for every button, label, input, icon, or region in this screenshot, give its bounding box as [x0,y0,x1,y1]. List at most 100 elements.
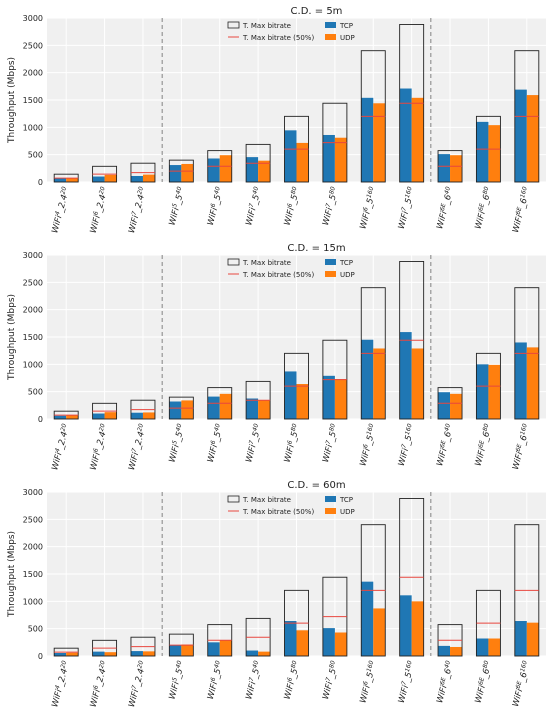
tcp-bar [92,651,105,656]
x-tick-label: WiFi6E_6160 [510,423,533,471]
y-tick-label: 3000 [23,251,43,260]
x-tick-label: WiFi6_540 [205,423,226,464]
x-tick-label-part: 160 [366,660,376,673]
tcp-bar [284,621,297,656]
x-tick-label-part: 40 [213,660,222,669]
x-tick-label-part: WiFi [283,206,297,227]
x-tick-label-part: 40 [175,423,184,432]
x-tick-label-part: 6 [362,680,370,686]
chart-title: C.D. = 15m [287,243,345,254]
x-tick-label: WiFi7_580 [320,423,341,464]
x-tick-label-part: WiFi [358,684,372,705]
x-tick-label: WiFi4_2.420 [49,423,72,472]
x-tick-label: WiFi6_580 [282,660,303,701]
x-tick-label-part: WiFi [167,206,181,227]
x-tick-label-part: WiFi [435,210,449,231]
y-tick-label: 2500 [23,278,43,287]
tcp-bar [361,581,374,656]
x-tick-label: WiFi7_540 [243,660,264,701]
tcp-bar [438,154,451,182]
tcp-bar [130,651,143,656]
y-tick-label: 1500 [23,570,43,579]
x-tick-label: WiFi5_540 [166,423,187,464]
x-tick-label-part: 40 [213,423,222,432]
x-tick-label: WiFi6E_680 [473,186,495,231]
y-tick-label: 0 [38,652,43,661]
x-tick-label: WiFi6_2.420 [88,423,111,472]
x-tick-label: WiFi6_580 [282,423,303,464]
x-tick-label-part: _2.4 [132,431,147,452]
tcp-bar [399,332,412,419]
x-tick-label: WiFi6_580 [282,186,303,227]
x-tick-label-part: _6 [442,193,455,206]
y-tick-label: 3000 [23,14,43,23]
tcp-bar [92,176,105,182]
tcp-bar [361,97,374,182]
x-tick-label-part: 40 [175,186,184,195]
x-tick-label-part: 80 [482,660,491,669]
udp-bar [526,347,539,419]
y-tick-label: 1000 [23,123,43,132]
tcp-bar [54,652,67,656]
udp-bar [142,412,155,419]
x-tick-label-part: _6 [480,667,493,680]
tcp-bar [130,412,143,419]
chart-panel-1: 0 500 1000 1500 2000 2500 3000 C.D. = 5m Through… [7,6,546,234]
tcp-bar [514,342,527,419]
x-tick-label-part: _5 [402,671,414,684]
legend-udp-label: UDP [340,34,355,42]
x-tick-label-part: _5 [211,668,223,681]
x-tick-label-part: 40 [213,186,222,195]
x-tick-label-part: _5 [211,431,223,444]
x-tick-label: WiFi6E_640 [434,186,456,231]
x-tick-label-part: 6 [286,439,294,445]
x-tick-label-part: 20 [136,660,145,669]
x-tick-label-part: WiFi [397,447,411,468]
x-tick-label-part: WiFi [511,687,525,708]
tcp-bar [399,88,412,182]
x-tick-label-part: _5 [364,671,376,684]
legend-tcp-swatch [325,496,336,502]
legend-tcp-label: TCP [339,22,353,30]
x-tick-label-part: 40 [251,423,260,432]
x-tick-label-part: 20 [59,186,68,195]
chart-panel-2: 0 500 1000 1500 2000 2500 3000 C.D. = 15m Throug… [7,243,546,471]
udp-bar [104,652,117,656]
x-tick-label: WiFi7_5160 [396,660,418,705]
y-tick-label: 3000 [23,488,43,497]
x-tick-label-part: _6 [517,197,530,210]
x-tick-label-part: 80 [290,186,299,195]
legend-max-label: T. Max bitrate [242,496,291,504]
x-tick-label-part: _5 [326,431,338,444]
x-tick-label-part: WiFi [89,214,103,235]
x-tick-label-part: 40 [443,186,452,195]
x-tick-label-part: WiFi [89,451,103,472]
tcp-bar [514,621,527,656]
x-tick-label-part: 6E [477,202,486,211]
x-tick-label-part: 7 [131,684,139,690]
tcp-bar [130,175,143,182]
y-tick-label: 500 [28,151,43,160]
udp-bar [411,601,424,656]
x-tick-label-part: _5 [326,194,338,207]
x-tick-label: WiFi6E_640 [434,423,456,468]
x-tick-label-part: _2.4 [56,431,71,452]
udp-bar [181,644,194,656]
x-tick-label-part: _5 [211,194,223,207]
x-tick-label-part: 6E [439,676,448,685]
x-tick-label: WiFi6E_6160 [510,660,533,708]
legend-max-swatch [227,21,240,29]
x-tick-label-part: 40 [251,660,260,669]
x-tick-label-part: 20 [98,186,107,195]
tcp-bar [169,401,182,419]
x-tick-label-part: 20 [59,660,68,669]
x-tick-label-part: 6E [439,439,448,448]
x-tick-label: WiFi6_2.420 [88,186,111,235]
y-tick-label: 500 [28,388,43,397]
x-tick-label: WiFi7_5160 [396,186,418,231]
x-tick-label-part: _5 [173,668,185,681]
udp-bar [411,348,424,419]
legend-max-swatch [227,258,240,266]
y-tick-label: 0 [38,178,43,187]
